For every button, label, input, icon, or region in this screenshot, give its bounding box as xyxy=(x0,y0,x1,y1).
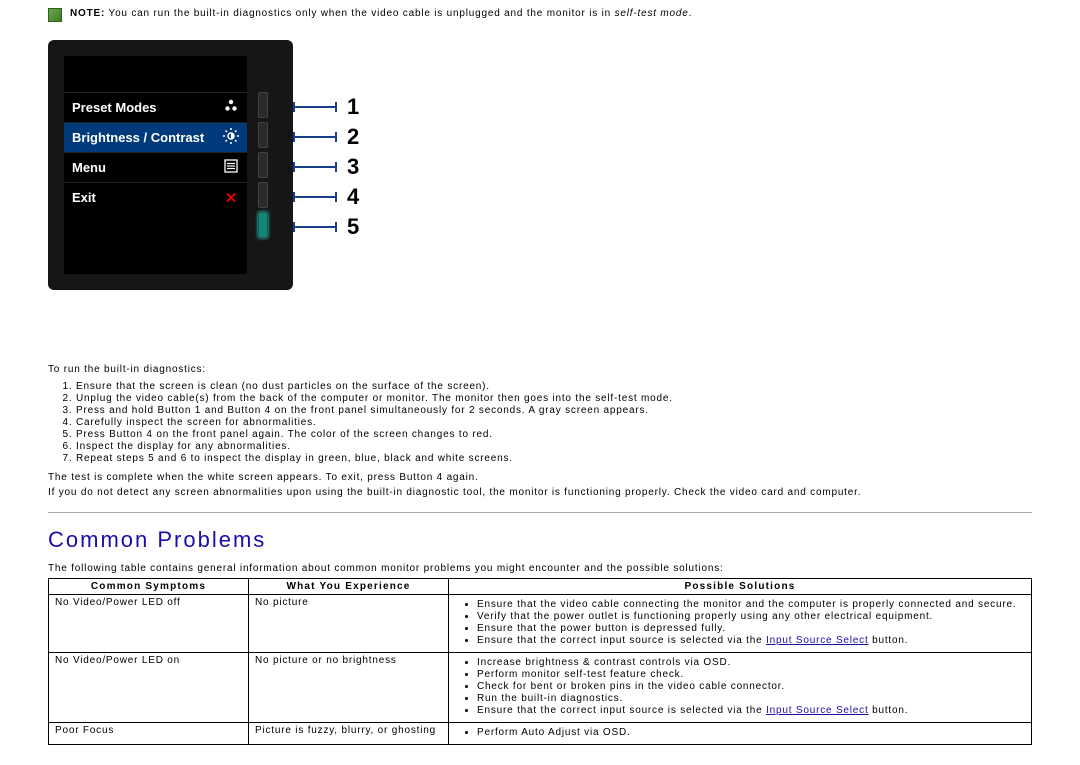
cell-solutions: Ensure that the video cable connecting t… xyxy=(449,595,1032,653)
note-text: NOTE: You can run the built-in diagnosti… xyxy=(70,8,692,19)
input-source-select-link[interactable]: Input Source Select xyxy=(766,705,868,716)
table-row: No Video/Power LED onNo picture or no br… xyxy=(49,653,1032,723)
solution-item: Perform Auto Adjust via OSD. xyxy=(477,727,1025,738)
menu-icon xyxy=(221,159,241,177)
osd-label: Exit xyxy=(72,190,221,205)
diag-step: Repeat steps 5 and 6 to inspect the disp… xyxy=(76,453,1032,464)
osd-label: Brightness / Contrast xyxy=(72,130,221,145)
cell-experience: Picture is fuzzy, blurry, or ghosting xyxy=(249,723,449,745)
note-body-after: . xyxy=(689,8,693,19)
solution-item: Perform monitor self-test feature check. xyxy=(477,669,1025,680)
osd-row-exit: Exit ✕ xyxy=(64,182,247,212)
solution-item: Ensure that the correct input source is … xyxy=(477,635,1025,646)
hw-button-power xyxy=(258,212,268,238)
osd-row-brightness: Brightness / Contrast xyxy=(64,122,247,152)
solution-item: Run the built-in diagnostics. xyxy=(477,693,1025,704)
callouts: 1 2 3 4 5 xyxy=(293,92,359,242)
problems-table: Common Symptoms What You Experience Poss… xyxy=(48,578,1032,745)
common-intro: The following table contains general inf… xyxy=(48,563,1032,574)
solution-item: Increase brightness & contrast controls … xyxy=(477,657,1025,668)
solution-item: Ensure that the power button is depresse… xyxy=(477,623,1025,634)
diag-step: Press Button 4 on the front panel again.… xyxy=(76,429,1032,440)
hw-button-4 xyxy=(258,182,268,208)
cell-experience: No picture xyxy=(249,595,449,653)
close-icon: ✕ xyxy=(221,189,241,207)
diag-step: Inspect the display for any abnormalitie… xyxy=(76,441,1032,452)
solution-item: Ensure that the correct input source is … xyxy=(477,705,1025,716)
note-italic: self-test mode xyxy=(615,8,689,19)
hw-button-1 xyxy=(258,92,268,118)
cell-symptom: No Video/Power LED off xyxy=(49,595,249,653)
th-solutions: Possible Solutions xyxy=(449,579,1032,595)
diag-step: Unplug the video cable(s) from the back … xyxy=(76,393,1032,404)
table-row: Poor FocusPicture is fuzzy, blurry, or g… xyxy=(49,723,1032,745)
callout-num: 5 xyxy=(347,214,359,240)
osd-row-menu: Menu xyxy=(64,152,247,182)
monitor-diagram: Preset Modes Brightness / Contrast Menu … xyxy=(48,40,328,290)
table-row: No Video/Power LED offNo picture Ensure t… xyxy=(49,595,1032,653)
diag-nodetect: If you do not detect any screen abnormal… xyxy=(48,487,1032,498)
th-symptoms: Common Symptoms xyxy=(49,579,249,595)
solution-item: Verify that the power outlet is function… xyxy=(477,611,1025,622)
solution-item: Ensure that the video cable connecting t… xyxy=(477,599,1025,610)
note-icon xyxy=(48,8,62,22)
diag-step: Press and hold Button 1 and Button 4 on … xyxy=(76,405,1032,416)
note-block: NOTE: You can run the built-in diagnosti… xyxy=(48,8,1032,22)
divider xyxy=(48,512,1032,513)
cell-solutions: Perform Auto Adjust via OSD. xyxy=(449,723,1032,745)
th-experience: What You Experience xyxy=(249,579,449,595)
callout-num: 2 xyxy=(347,124,359,150)
hardware-buttons xyxy=(252,92,276,238)
cell-symptom: Poor Focus xyxy=(49,723,249,745)
cell-symptom: No Video/Power LED on xyxy=(49,653,249,723)
solution-item: Check for bent or broken pins in the vid… xyxy=(477,681,1025,692)
osd-menu: Preset Modes Brightness / Contrast Menu … xyxy=(64,92,247,212)
note-prefix: NOTE: xyxy=(70,8,105,19)
note-body-before: You can run the built-in diagnostics onl… xyxy=(109,8,615,19)
diag-complete: The test is complete when the white scre… xyxy=(48,472,1032,483)
osd-label: Preset Modes xyxy=(72,100,221,115)
input-source-select-link[interactable]: Input Source Select xyxy=(766,635,868,646)
section-heading: Common Problems xyxy=(48,527,1032,553)
callout-num: 1 xyxy=(347,94,359,120)
hw-button-3 xyxy=(258,152,268,178)
osd-row-preset: Preset Modes xyxy=(64,92,247,122)
diag-step: Carefully inspect the screen for abnorma… xyxy=(76,417,1032,428)
osd-label: Menu xyxy=(72,160,221,175)
callout-num: 4 xyxy=(347,184,359,210)
diag-intro: To run the built-in diagnostics: xyxy=(48,364,1032,375)
callout-num: 3 xyxy=(347,154,359,180)
cell-solutions: Increase brightness & contrast controls … xyxy=(449,653,1032,723)
brightness-icon xyxy=(221,127,241,149)
hw-button-2 xyxy=(258,122,268,148)
diag-step: Ensure that the screen is clean (no dust… xyxy=(76,381,1032,392)
preset-modes-icon xyxy=(221,98,241,118)
cell-experience: No picture or no brightness xyxy=(249,653,449,723)
diag-steps: Ensure that the screen is clean (no dust… xyxy=(48,381,1032,464)
